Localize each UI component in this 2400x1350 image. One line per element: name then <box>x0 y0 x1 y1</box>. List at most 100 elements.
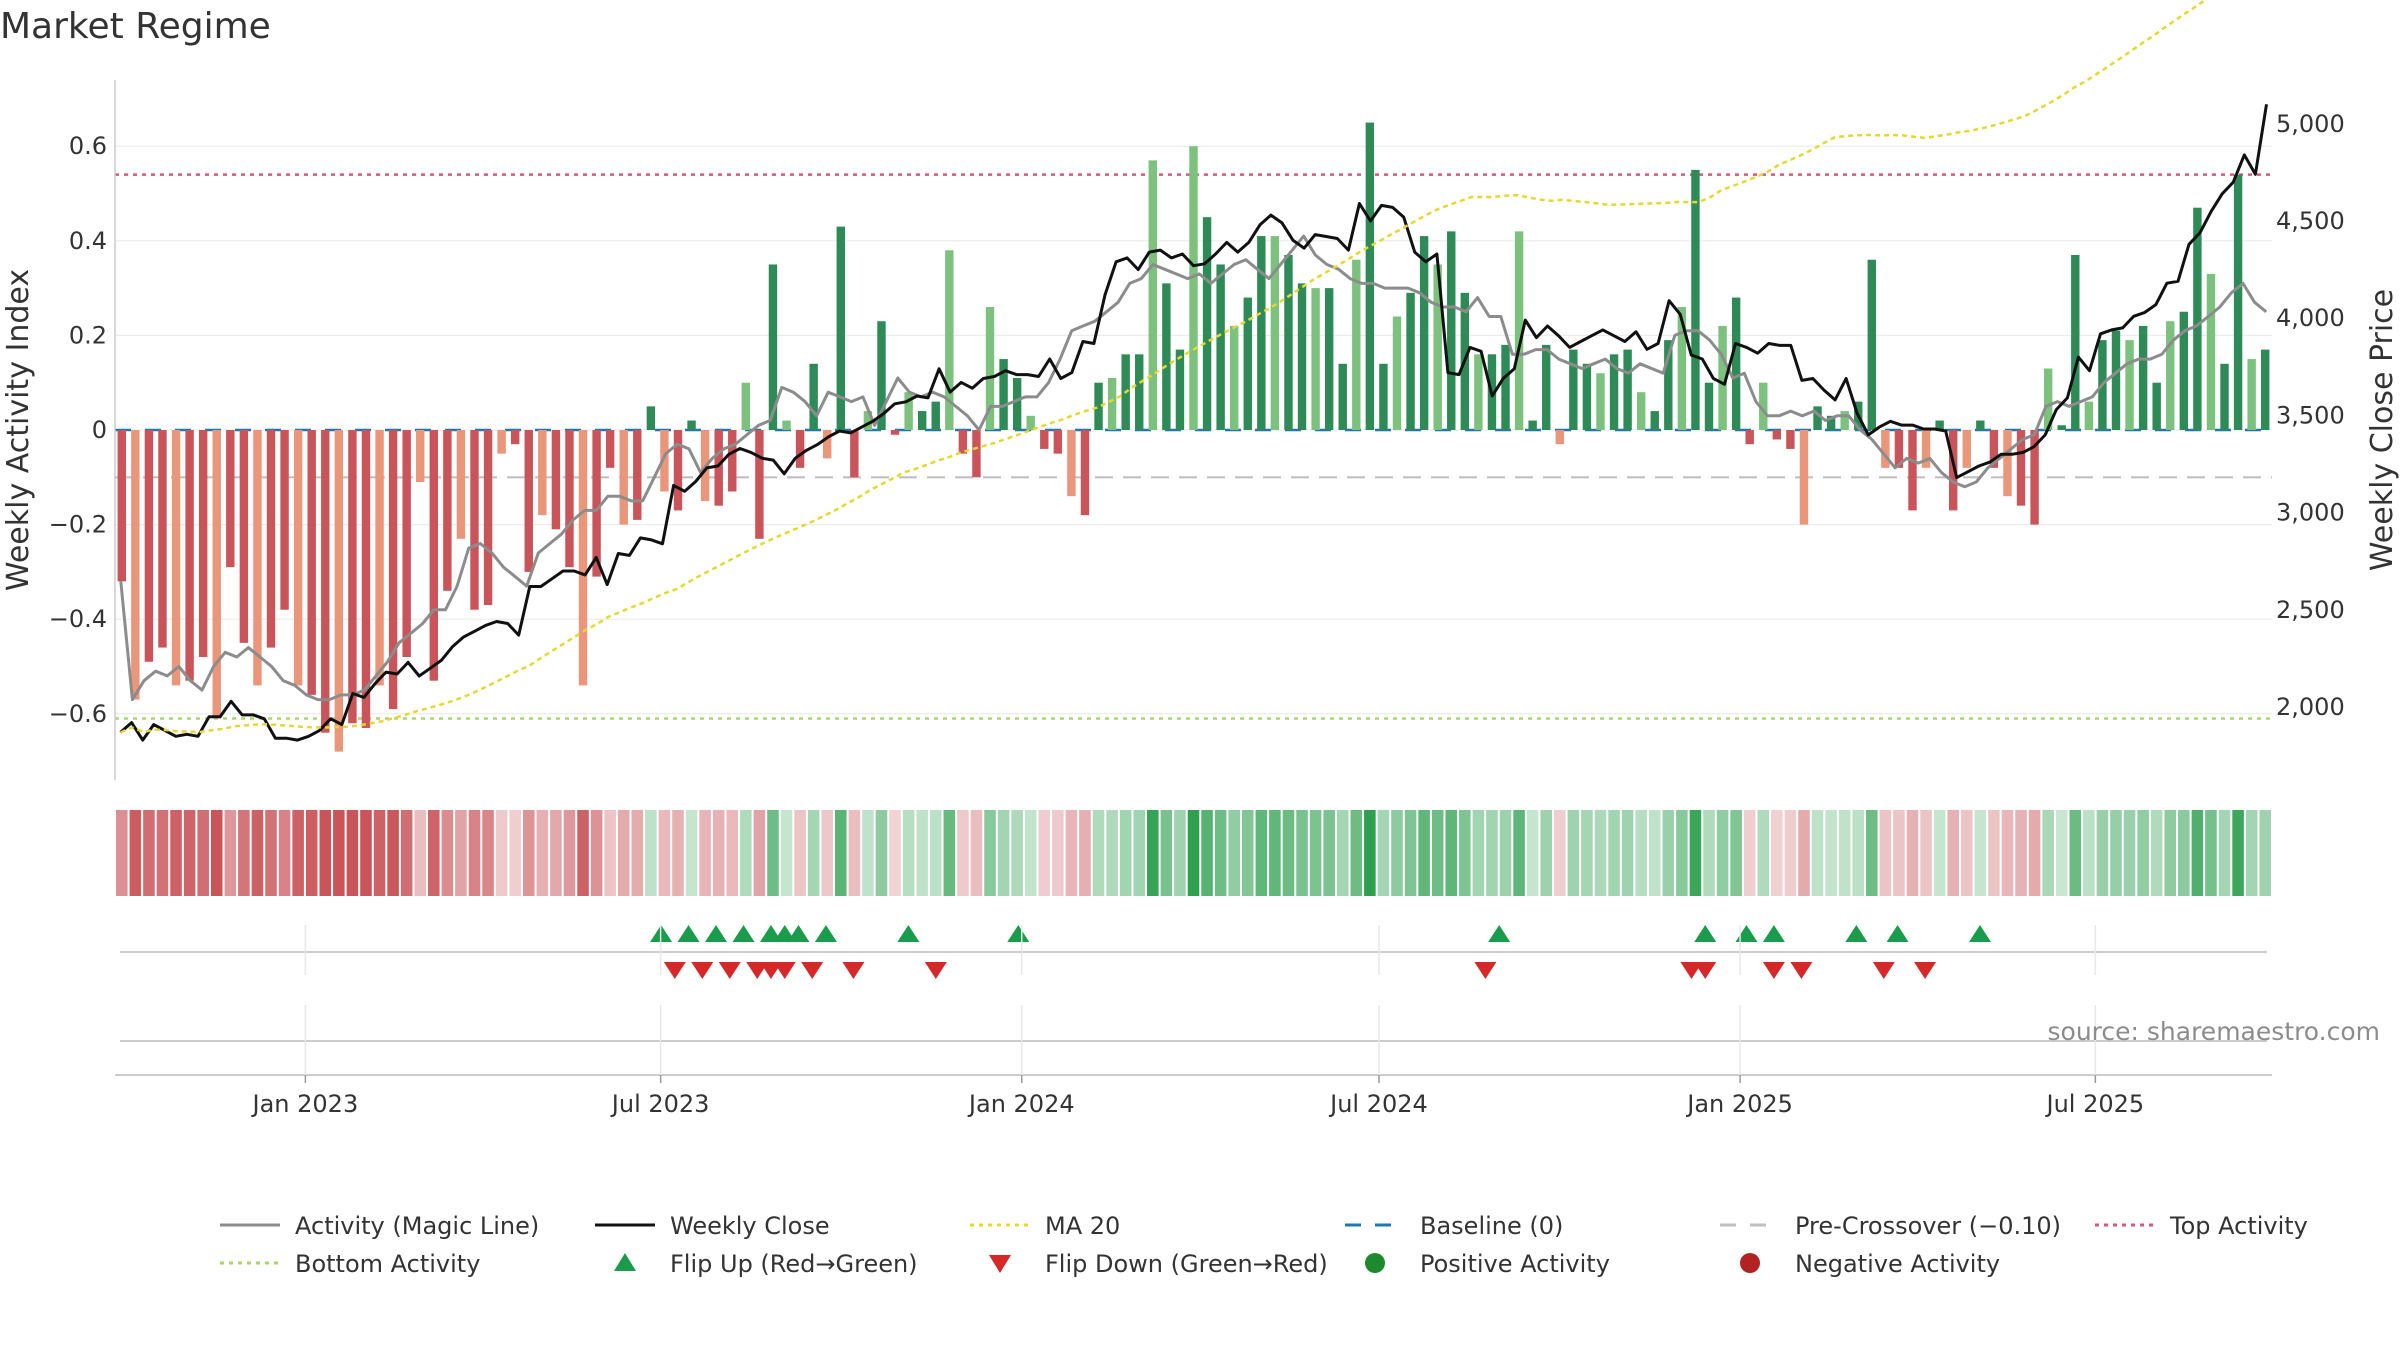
legend-item: Positive Activity <box>1365 1250 1610 1278</box>
regime-strip-cell <box>1377 810 1390 896</box>
regime-strip-cell <box>957 810 969 896</box>
flip-up-marker <box>1007 925 1030 942</box>
regime-strip-cell <box>740 810 752 896</box>
activity-bar <box>1664 340 1673 430</box>
regime-strip-cell <box>590 810 603 896</box>
activity-bar <box>2030 430 2039 525</box>
magic-line <box>119 234 2268 702</box>
flip-down-marker <box>773 962 796 979</box>
regime-strip-cell <box>1174 810 1186 896</box>
regime-strip-cell <box>1228 810 1240 896</box>
regime-strip-cell <box>1418 810 1430 896</box>
regime-strip-cell <box>835 810 847 896</box>
activity-bar <box>2179 311 2189 430</box>
flip-up-marker <box>1845 925 1868 942</box>
activity-bars <box>117 122 2270 752</box>
activity-bar <box>483 430 493 605</box>
activity-bar <box>1175 349 1185 430</box>
activity-bar <box>1257 236 1266 430</box>
activity-bar <box>1365 122 1375 430</box>
regime-strip-cell <box>1906 810 1919 896</box>
regime-strip-cell <box>1160 810 1173 896</box>
regime-strip-cell <box>1336 810 1349 896</box>
regime-strip-cell <box>1567 810 1580 896</box>
regime-strip-cell <box>1743 810 1756 896</box>
regime-strip-cell <box>156 810 169 896</box>
regime-strip-cell <box>2001 810 2014 896</box>
activity-bar <box>334 430 344 752</box>
y-tick-label-left: 0.4 <box>69 227 107 255</box>
activity-bar <box>2016 430 2026 506</box>
activity-bar <box>985 307 995 430</box>
regime-strip-cell <box>414 810 427 896</box>
y-tick-label-right: 2,500 <box>2276 596 2345 624</box>
flip-up-marker <box>814 925 837 942</box>
y-tick-label-left: −0.2 <box>49 511 107 539</box>
activity-bar <box>1297 283 1307 430</box>
regime-strip-cell <box>2069 810 2082 896</box>
regime-strip-cell <box>1024 810 1037 896</box>
activity-bar <box>1799 430 1809 525</box>
regime-strip-cell <box>1893 810 1905 896</box>
legend-item: Pre-Crossover (−0.10) <box>1720 1212 2061 1240</box>
activity-bar <box>660 430 669 492</box>
activity-bar <box>388 430 398 710</box>
activity-bar <box>1080 430 1090 516</box>
series-lines <box>119 0 2268 742</box>
regime-strip-cell <box>1825 810 1837 896</box>
regime-strip-cell <box>197 810 209 896</box>
regime-strip-cell <box>1635 810 1647 896</box>
activity-bar <box>1338 363 1347 430</box>
activity-bar <box>2206 273 2216 430</box>
regime-strip-cell <box>2110 810 2122 896</box>
activity-bar <box>1107 377 1117 430</box>
regime-strip-cell <box>658 810 671 896</box>
activity-bar <box>266 430 276 648</box>
legend-label: Pre-Crossover (−0.10) <box>1795 1212 2061 1240</box>
regime-strip-cell <box>455 810 467 896</box>
regime-strip-cell <box>780 810 793 896</box>
activity-bar <box>1162 283 1171 430</box>
activity-bar <box>1921 430 1931 468</box>
activity-bar <box>348 430 357 724</box>
legend-swatch <box>1740 1253 1760 1273</box>
regime-strip-cell <box>2096 810 2109 896</box>
regime-strip-cell <box>862 810 874 896</box>
regime-strip-cell <box>1079 810 1091 896</box>
activity-bar <box>1650 411 1659 430</box>
regime-strip-cell <box>1689 810 1702 896</box>
regime-strip-cell <box>373 810 386 896</box>
activity-bar <box>1284 255 1293 430</box>
regime-strip-cell <box>902 810 915 896</box>
regime-strip-cell <box>2015 810 2027 896</box>
regime-strip-cell <box>1092 810 1105 896</box>
activity-bar <box>2220 363 2229 430</box>
regime-strip-cell <box>807 810 820 896</box>
regime-strip-cell <box>1933 810 1946 896</box>
regime-strip-cell <box>495 810 508 896</box>
ma20-line <box>120 0 2208 734</box>
regime-strip-cell <box>2055 810 2068 896</box>
flip-down-marker <box>663 962 686 979</box>
regime-strip-cell <box>428 810 440 896</box>
activity-bar <box>863 411 873 430</box>
activity-bar <box>1976 420 1985 430</box>
regime-strip-cell <box>1988 810 2000 896</box>
flip-down-marker <box>924 962 947 979</box>
activity-bar <box>1881 430 1890 468</box>
activity-bar <box>836 226 845 430</box>
activity-bar <box>823 430 832 459</box>
activity-bar <box>904 392 913 430</box>
regime-strip-cell <box>468 810 481 896</box>
regime-strip-cell <box>387 810 399 896</box>
activity-bar <box>1596 373 1605 430</box>
regime-strip-cell <box>753 810 766 896</box>
regime-strip-cell <box>1431 810 1444 896</box>
regime-strip-cell <box>1540 810 1552 896</box>
y-tick-label-left: −0.6 <box>49 700 107 728</box>
activity-bar <box>524 430 533 572</box>
activity-bar <box>1840 411 1849 430</box>
x-tick-label: Jul 2024 <box>1328 1090 1428 1118</box>
activity-bar <box>131 430 140 700</box>
regime-strip-cell <box>2178 810 2190 896</box>
